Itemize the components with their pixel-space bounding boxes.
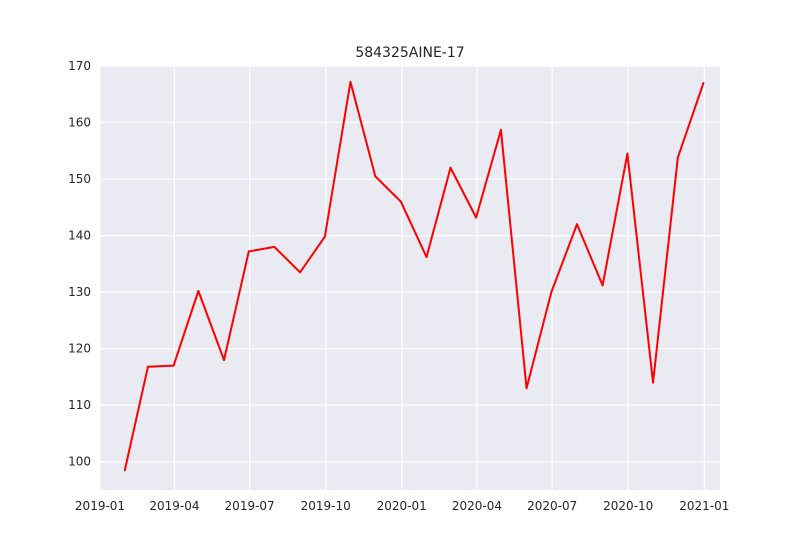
data-point [601, 284, 604, 287]
x-tick-label: 2020-07 [527, 499, 577, 513]
x-tick-label: 2020-01 [377, 499, 427, 513]
y-tick-label: 120 [68, 342, 91, 356]
data-point [273, 245, 276, 248]
series-line [123, 80, 705, 471]
y-tick-label: 100 [68, 455, 91, 469]
y-tick-label: 160 [68, 116, 91, 130]
y-tick-label: 130 [68, 285, 91, 299]
x-tick-label: 2021-01 [679, 499, 729, 513]
y-tick-label: 150 [68, 172, 91, 186]
x-axis: 2019-01 2019-04 2019-07 2019-10 2020-01 2020-… [75, 499, 729, 513]
data-point [323, 235, 326, 238]
data-point [374, 175, 377, 178]
data-point [425, 256, 428, 259]
y-tick-label: 170 [68, 59, 91, 73]
data-point [550, 291, 553, 294]
data-point [172, 364, 175, 367]
x-tick-label: 2019-10 [301, 499, 351, 513]
y-tick-label: 140 [68, 229, 91, 243]
data-point [223, 358, 225, 361]
data-point [299, 271, 302, 274]
data-point [197, 290, 200, 292]
y-axis: 100 110 120 130 140 150 160 170 [68, 59, 91, 469]
chart-title: 584325AINE-17 [355, 45, 464, 61]
data-point [652, 381, 655, 384]
x-tick-label: 2020-10 [603, 499, 653, 513]
plot-area [100, 66, 720, 490]
data-point [525, 387, 528, 390]
x-tick-label: 2019-04 [149, 499, 199, 513]
data-point [475, 216, 478, 219]
data-point [247, 250, 250, 253]
x-tick-label: 2020-04 [452, 499, 502, 513]
data-point [575, 223, 578, 226]
data-point [399, 200, 402, 203]
data-point [123, 469, 126, 472]
series-layer [123, 80, 705, 472]
data-point [676, 156, 679, 159]
data-point [146, 365, 149, 368]
x-tick-label: 2019-01 [75, 499, 125, 513]
data-point [349, 80, 352, 83]
y-tick-label: 110 [68, 398, 91, 412]
data-point [702, 81, 705, 84]
x-tick-label: 2019-07 [225, 499, 275, 513]
data-point [449, 166, 452, 169]
data-point [626, 152, 629, 155]
data-point [499, 128, 502, 131]
grid [99, 65, 720, 490]
